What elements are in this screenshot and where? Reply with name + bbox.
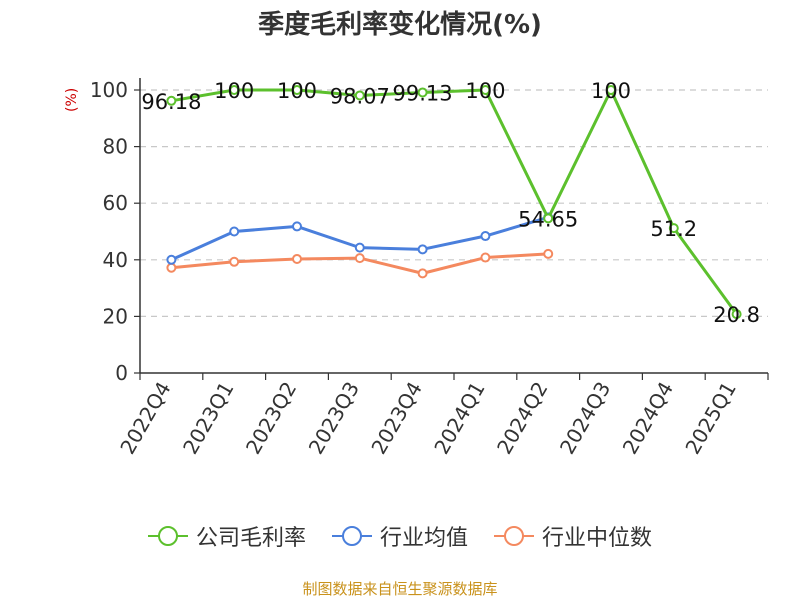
- data-point: [354, 253, 365, 264]
- data-point: [731, 309, 742, 320]
- x-tick-label: 2024Q3: [555, 378, 615, 459]
- data-point: [354, 90, 365, 101]
- y-tick-label: 0: [115, 361, 128, 385]
- data-point: [292, 221, 302, 232]
- data-label: 100: [465, 79, 505, 103]
- data-labels: 96.18 100 100 98.07 99.13 100 54.65 100 51.2 20.8: [141, 79, 760, 327]
- data-point: [480, 252, 491, 263]
- grid-lines: [140, 89, 768, 317]
- x-tick-label: 2024Q2: [492, 378, 552, 459]
- data-label: 51.2: [650, 217, 697, 241]
- data-point: [166, 254, 177, 265]
- series-lines: [166, 85, 742, 320]
- x-tick-label: 2024Q1: [429, 378, 489, 459]
- x-tick-label: 2025Q1: [680, 378, 740, 459]
- x-tick-label: 2023Q3: [304, 378, 364, 459]
- data-point: [480, 231, 491, 242]
- legend-marker-company: [147, 524, 188, 548]
- data-label: 100: [591, 79, 631, 103]
- y-tick-label: 80: [103, 135, 128, 159]
- legend-label-industry-average: 行业均值: [379, 526, 468, 551]
- x-tick-label: 2023Q2: [241, 378, 301, 459]
- y-tick-label: 40: [103, 248, 128, 272]
- x-tick-label: 2023Q1: [178, 378, 238, 459]
- data-point: [292, 253, 302, 264]
- chart-title: 季度毛利率变化情况(%): [258, 10, 542, 40]
- data-point: [229, 85, 240, 95]
- data-point: [668, 223, 679, 234]
- series-line: [171, 88, 738, 316]
- data-label: 100: [277, 79, 317, 103]
- data-point: [354, 242, 365, 253]
- x-tick-label: 2022Q4: [115, 378, 175, 459]
- data-point: [543, 248, 554, 259]
- data-point: [480, 85, 491, 95]
- y-tick-label: 60: [103, 191, 128, 215]
- legend-marker-industry-average: [331, 524, 372, 548]
- legend-label-industry-median: 行业中位数: [542, 526, 653, 551]
- y-tick-label: 20: [103, 304, 128, 328]
- data-label: 96.18: [141, 90, 201, 114]
- x-tick-label: 2023Q4: [366, 378, 426, 459]
- data-point: [166, 95, 177, 106]
- data-point: [543, 213, 554, 224]
- legend: 公司毛利率 行业均值 行业中位数: [0, 520, 800, 552]
- data-point: [417, 268, 428, 279]
- data-label: 54.65: [518, 207, 578, 231]
- data-label: 20.8: [713, 303, 760, 327]
- x-tick-label: 2024Q4: [618, 378, 678, 459]
- data-point: [606, 85, 616, 95]
- data-point: [166, 262, 177, 273]
- data-point: [417, 244, 428, 255]
- data-point: [229, 226, 240, 237]
- data-label: 98.07: [330, 84, 390, 108]
- legend-item-industry-median[interactable]: 行业中位数: [494, 520, 652, 552]
- data-source-note: 制图数据来自恒生聚源数据库: [302, 580, 498, 598]
- data-point: [417, 87, 428, 98]
- legend-item-industry-average[interactable]: 行业均值: [331, 520, 468, 552]
- data-point: [292, 85, 302, 95]
- axes: 0 20 40 60 80 100 2022Q4 2023Q1 2023Q2 2023Q3 2023…: [90, 78, 769, 459]
- legend-item-company[interactable]: 公司毛利率: [147, 520, 306, 552]
- data-label: 99.13: [393, 81, 453, 105]
- data-label: 100: [214, 79, 254, 103]
- legend-label-company: 公司毛利率: [195, 526, 306, 551]
- data-point: [229, 256, 240, 267]
- y-tick-label: 100: [90, 78, 128, 102]
- legend-marker-industry-median: [494, 524, 534, 548]
